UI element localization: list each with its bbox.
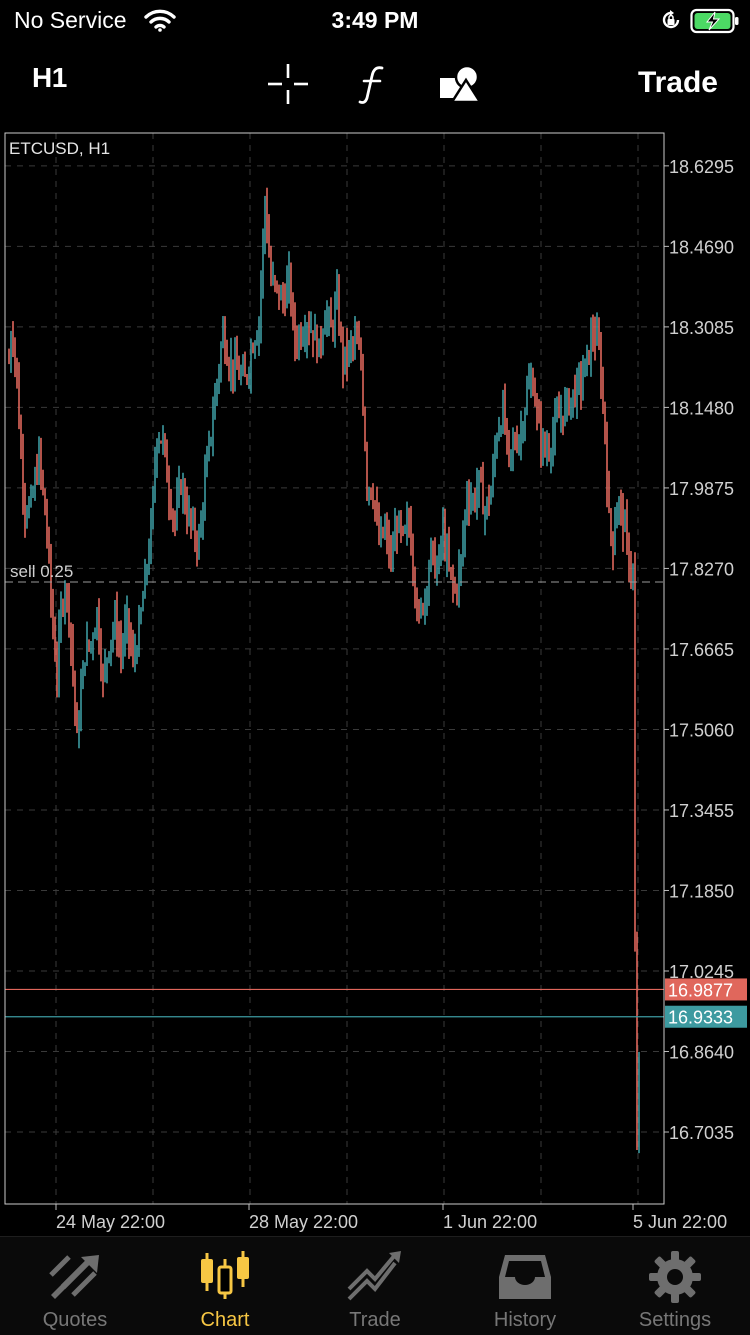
tab-history-label: History	[493, 1309, 557, 1331]
y-tick-label: 18.4690	[669, 237, 734, 257]
trade-button[interactable]: Trade	[637, 66, 718, 99]
chart-frame	[4, 132, 665, 1205]
y-tick-label: 17.3455	[669, 801, 734, 821]
y-tick-label: 18.6295	[669, 157, 734, 177]
timeframe-button[interactable]: H1	[32, 62, 67, 93]
y-tick-label: 17.6665	[669, 640, 734, 660]
bid-price-label: 16.9333	[668, 1008, 733, 1028]
status-bar: No Service 3:49 PM	[0, 0, 750, 44]
battery-icon	[690, 8, 740, 39]
tab-trade[interactable]: Trade	[300, 1237, 450, 1335]
chart-icon	[195, 1249, 255, 1305]
indicators-icon[interactable]	[352, 62, 396, 106]
rotation-lock-icon	[660, 9, 682, 36]
tab-quotes-label: Quotes	[42, 1309, 108, 1331]
tab-history[interactable]: History	[450, 1237, 600, 1335]
symbol-label: ETCUSD, H1	[9, 139, 110, 158]
y-tick-label: 17.0245	[669, 962, 734, 982]
tab-quotes[interactable]: Quotes	[0, 1237, 150, 1335]
tab-trade-label: Trade	[349, 1309, 401, 1331]
crosshair-icon[interactable]	[266, 62, 310, 106]
history-icon	[495, 1249, 555, 1305]
quotes-icon	[45, 1249, 105, 1305]
candles	[8, 187, 640, 1154]
tab-bar: Quotes Chart Trade	[0, 1236, 750, 1335]
bid-price-tag	[665, 1005, 747, 1028]
carrier-label: No Service	[14, 7, 127, 33]
tab-chart-label: Chart	[200, 1309, 250, 1331]
settings-icon	[645, 1249, 705, 1305]
y-tick-label: 18.1480	[669, 398, 734, 418]
y-tick-label: 17.8270	[669, 559, 734, 579]
y-tick-label: 16.7035	[669, 1123, 734, 1143]
wifi-icon	[144, 8, 176, 37]
y-tick-label: 18.3085	[669, 318, 734, 338]
clock: 3:49 PM	[331, 7, 419, 33]
candlestick-chart[interactable]: 18.6295 18.4690 18.3085 18.1480 17.9875 17.82…	[0, 128, 750, 1234]
tab-settings-label: Settings	[638, 1309, 712, 1331]
y-tick-label: 17.9875	[669, 479, 734, 499]
tab-settings[interactable]: Settings	[600, 1237, 750, 1335]
x-tick-label: 5 Jun 22:00	[633, 1212, 727, 1232]
price-chart[interactable]: 18.6295 18.4690 18.3085 18.1480 17.9875 17.82…	[0, 128, 750, 1234]
ask-price-tag	[665, 978, 747, 1001]
objects-icon[interactable]	[438, 62, 483, 106]
order-line-label: sell 0.25	[10, 562, 73, 581]
x-tick-label: 24 May 22:00	[56, 1212, 165, 1232]
chart-toolbar: H1 Trade	[0, 44, 750, 128]
x-tick-label: 1 Jun 22:00	[443, 1212, 537, 1232]
y-tick-label: 17.5060	[669, 720, 734, 740]
x-tick-label: 28 May 22:00	[249, 1212, 358, 1232]
trade-icon	[345, 1249, 405, 1305]
ask-price-label: 16.9877	[668, 980, 733, 1000]
y-tick-label: 16.8640	[669, 1043, 734, 1063]
y-tick-label: 17.1850	[669, 881, 734, 901]
tab-chart[interactable]: Chart	[150, 1237, 300, 1335]
